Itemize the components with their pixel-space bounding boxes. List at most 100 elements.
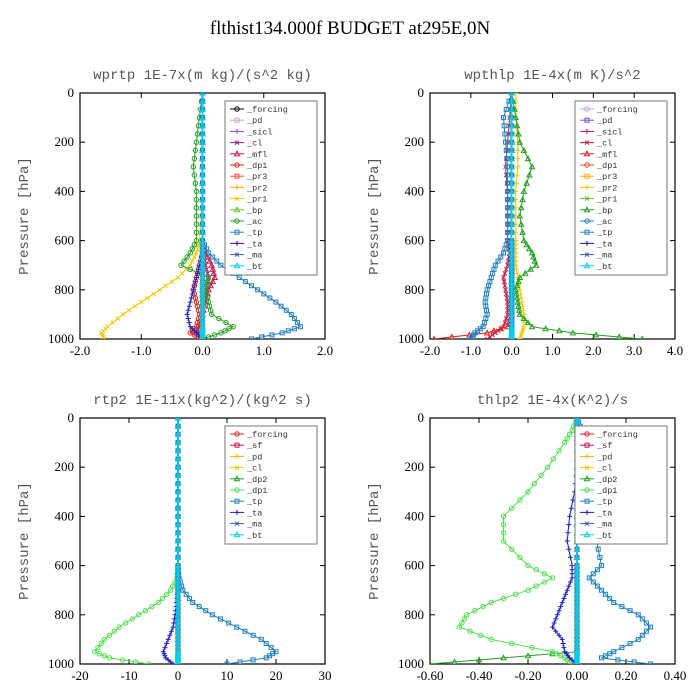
data-point	[556, 448, 562, 454]
data-point	[467, 628, 473, 634]
data-point	[199, 187, 206, 194]
legend-label: _dp2	[246, 475, 267, 485]
data-point	[574, 418, 580, 421]
legend-marker	[584, 218, 590, 224]
data-point	[648, 624, 653, 630]
data-point	[556, 632, 562, 638]
legend-marker	[234, 498, 240, 504]
data-point	[573, 545, 581, 552]
x-tick-label: 30	[319, 668, 332, 683]
data-point	[193, 139, 200, 145]
x-tick-label: -2.0	[420, 343, 441, 358]
data-point	[533, 567, 539, 573]
data-point	[594, 583, 600, 589]
data-point	[129, 616, 135, 622]
data-point	[508, 146, 516, 153]
y-tick-label: 200	[55, 134, 75, 149]
legend-label: _pr1	[596, 195, 617, 205]
data-point	[204, 266, 209, 272]
data-point	[559, 636, 565, 642]
legend-label: _tp	[596, 228, 612, 238]
data-point	[573, 553, 581, 560]
data-point	[195, 266, 201, 272]
data-point	[586, 575, 592, 581]
legend-marker	[234, 229, 240, 235]
data-point	[509, 335, 514, 339]
data-point	[165, 636, 171, 642]
data-point	[515, 156, 521, 162]
data-point	[607, 595, 613, 601]
data-point	[191, 242, 198, 248]
data-point	[206, 257, 213, 264]
data-point	[512, 114, 520, 121]
legend: _forcing_pd_sicl_cl_mfl_dp1_pr3_pr2_pr1_…	[224, 100, 318, 276]
data-point	[207, 282, 215, 289]
data-point	[569, 329, 577, 336]
data-point	[193, 188, 200, 195]
data-point	[500, 521, 507, 528]
data-point	[170, 583, 176, 589]
data-point	[199, 122, 206, 129]
data-point	[514, 172, 520, 178]
data-point	[200, 93, 205, 96]
data-point	[531, 480, 538, 487]
data-point	[564, 538, 570, 544]
data-point	[174, 658, 182, 664]
data-point	[538, 472, 544, 479]
legend-label: _dp1	[596, 486, 617, 496]
legend-label: _forcing	[596, 105, 638, 115]
data-point	[500, 513, 507, 520]
legend-label: _tp	[246, 497, 262, 507]
data-point	[542, 325, 550, 332]
data-point	[497, 325, 505, 332]
legend-marker	[234, 252, 240, 257]
legend-marker	[234, 117, 240, 123]
data-point	[174, 455, 182, 462]
data-point	[525, 562, 531, 569]
data-point	[502, 271, 508, 276]
legend-label: _ma	[596, 520, 612, 530]
data-point	[528, 323, 536, 330]
legend-box	[224, 100, 318, 276]
y-tick-label: 400	[405, 183, 425, 198]
data-point	[217, 616, 223, 622]
data-point	[640, 335, 645, 339]
data-point	[174, 480, 182, 487]
y-tick-label: 200	[405, 134, 425, 149]
legend-label: _ma	[246, 520, 262, 530]
data-point	[199, 179, 206, 186]
data-point	[184, 311, 190, 317]
legend: _forcing_sf_pd _cl_dp2_dp1_tp_ta _ma_bt	[574, 425, 668, 545]
data-point	[193, 205, 200, 211]
data-point	[145, 295, 150, 301]
data-point	[495, 258, 501, 264]
data-point	[501, 123, 507, 129]
legend-marker	[584, 431, 590, 437]
data-point	[209, 612, 215, 618]
data-point	[205, 271, 210, 276]
data-point	[561, 645, 567, 651]
chart-title: thlp2 1E-4x(K^2)/s	[477, 393, 628, 409]
data-point	[163, 283, 169, 289]
legend-marker	[583, 475, 591, 482]
data-point	[157, 287, 162, 293]
data-point	[155, 599, 162, 606]
data-point	[549, 575, 556, 581]
chart-panel-2: wpthlp 1E-4x(m K)/s^2 Pressure [hPa] 0 200 4…	[367, 68, 683, 358]
y-tick-label: 0	[68, 85, 75, 100]
y-tick-label: 1000	[398, 656, 424, 671]
data-point	[515, 164, 521, 170]
legend-marker	[234, 184, 240, 190]
data-point	[500, 595, 507, 602]
figure-title: flthist134.000f BUDGET at295E,0N	[209, 18, 491, 39]
legend-label: _pd	[596, 452, 612, 462]
data-point	[559, 600, 565, 605]
data-point	[508, 105, 516, 112]
legend-label: _dp1	[246, 161, 267, 171]
data-point	[190, 164, 197, 170]
data-point	[516, 310, 524, 317]
data-point	[189, 258, 195, 264]
legend-marker	[233, 206, 241, 213]
legend-marker	[584, 117, 590, 123]
